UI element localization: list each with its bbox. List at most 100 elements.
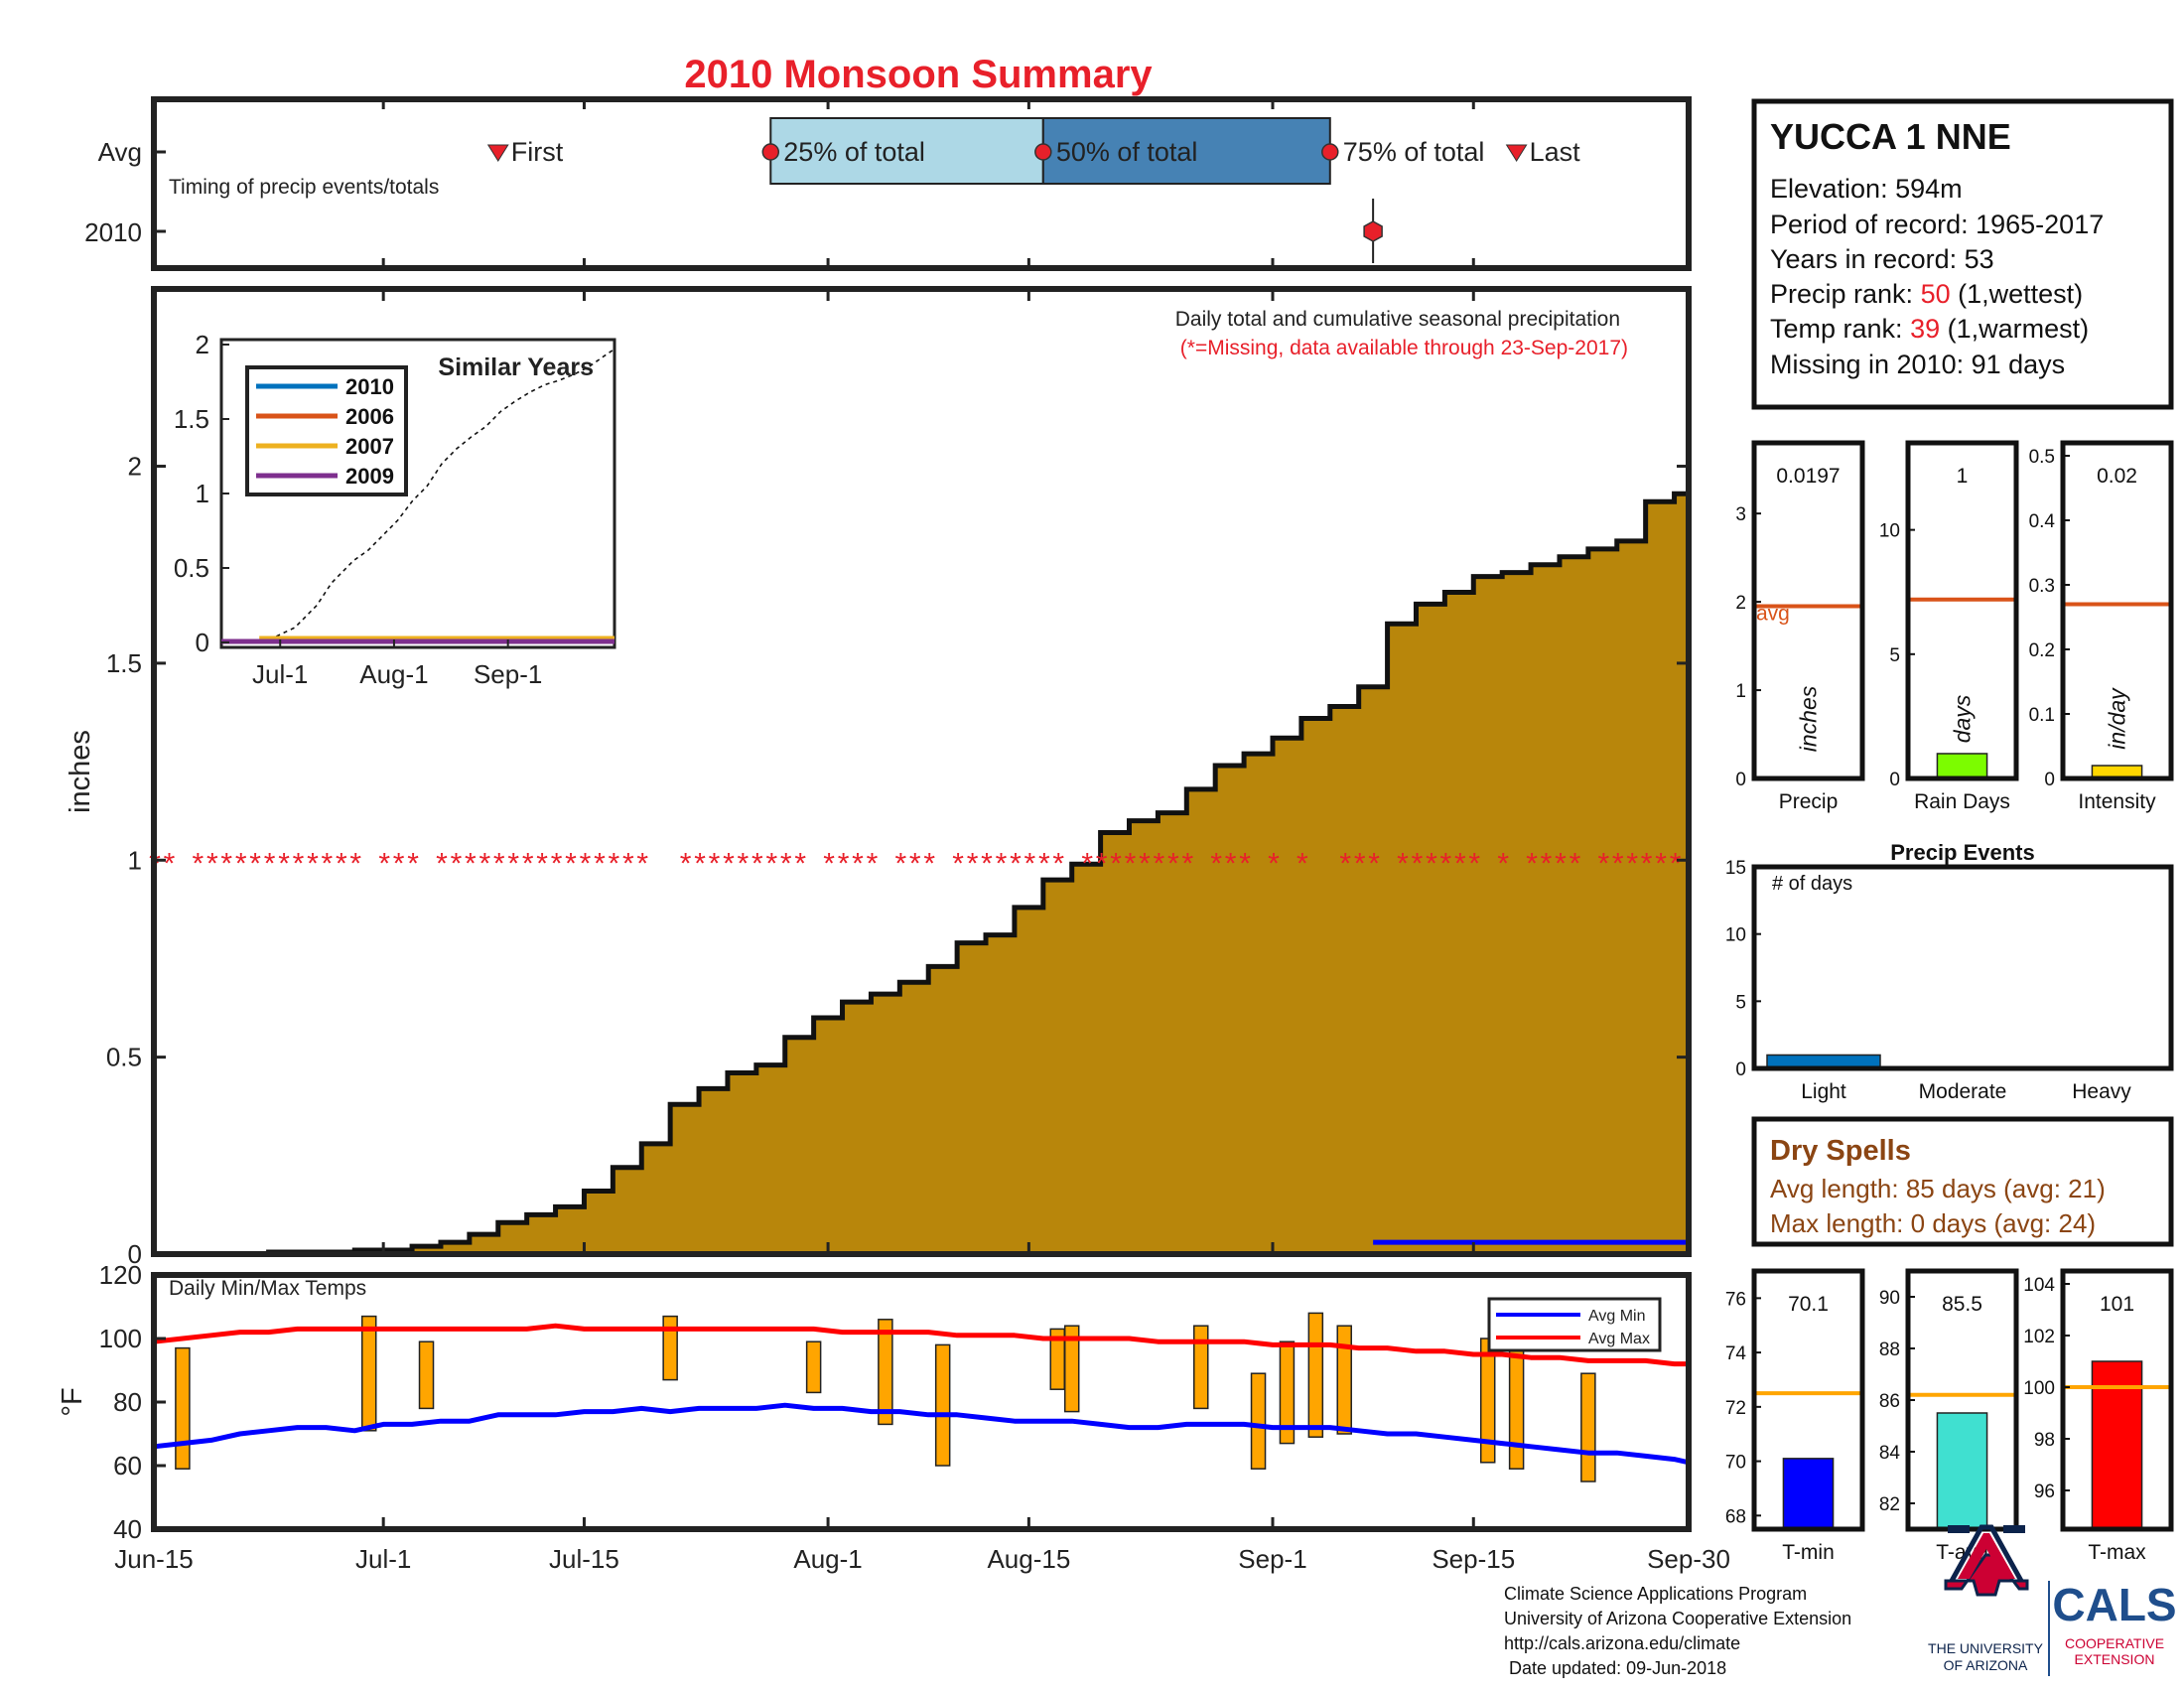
timing-first-label: First [511, 137, 564, 167]
panel-tmin-bar [1782, 1458, 1835, 1530]
panel-intensity-value: 0.02 [2097, 465, 2137, 488]
missing-marker: * [680, 847, 692, 880]
missing-note: (*=Missing, data available through 23-Se… [1180, 337, 1628, 359]
main-caption: Daily total and cumulative seasonal prec… [1175, 308, 1620, 331]
panel-tmin-value: 70.1 [1788, 1293, 1829, 1316]
missing-marker: * [1339, 847, 1351, 880]
temps-bg [154, 1275, 1689, 1529]
missing-marker: * [206, 847, 218, 880]
panel-tmax-value: 101 [2100, 1293, 2134, 1316]
inset-xtick-label: Sep-1 [474, 659, 542, 689]
missing-marker: * [278, 847, 290, 880]
missing-marker: * [249, 847, 261, 880]
panel-ytick-label: 96 [2034, 1481, 2055, 1502]
temps-ytick-label: 60 [113, 1451, 142, 1481]
missing-marker: * [923, 847, 935, 880]
panel-bg [1754, 443, 1862, 778]
panel-raindays-label: Rain Days [1914, 790, 2010, 813]
events-ytick-label: 5 [1735, 992, 1746, 1013]
station-period: Period of record: 1965-2017 [1770, 210, 2104, 239]
dry-spells-frame [1751, 1116, 2174, 1247]
missing-marker: * [193, 847, 205, 880]
panel-ytick-label: 104 [2023, 1275, 2055, 1296]
cals-text-1: COOPERATIVE [2065, 1635, 2164, 1651]
uofa-text-1: THE UNIVERSITY [1928, 1640, 2044, 1656]
missing-marker: * [852, 847, 864, 880]
main-ytick-label: 0.5 [106, 1043, 142, 1072]
inset-legend-label: 2010 [345, 374, 394, 399]
avg-min-line [153, 1402, 1690, 1466]
x-tick-label: Aug-15 [987, 1544, 1070, 1574]
events-bg [1754, 867, 2171, 1068]
missing-marker: * [1225, 847, 1237, 880]
x-tick-label: Jun-15 [114, 1544, 194, 1574]
missing-marker: * [580, 847, 592, 880]
missing-marker: * [336, 847, 347, 880]
missing-marker: * [1096, 847, 1108, 880]
panel-ytick-label: 3 [1735, 504, 1746, 525]
missing-marker: * [622, 847, 634, 880]
timing-q75-label: 75% of total [1343, 137, 1485, 167]
panel-ytick-label: 2 [1735, 593, 1746, 614]
panel-ytick-label: 10 [1879, 521, 1900, 542]
missing-marker: * [1612, 847, 1624, 880]
missing-marker: * [1368, 847, 1380, 880]
inset-xtick-label: Jul-1 [252, 659, 308, 689]
panel-ytick-label: 0.2 [2029, 640, 2055, 661]
missing-marker: * [1555, 847, 1567, 880]
timing-row-avg: Avg [98, 137, 142, 167]
2010-timing-marker [1363, 220, 1383, 242]
footer-line-4: Date updated: 09-Jun-2018 [1504, 1658, 1726, 1678]
daily-temp-range-bar [418, 1340, 435, 1410]
panel-raindays-unit: days [1950, 694, 1976, 743]
daily-temp-range-bar [1580, 1372, 1596, 1482]
legend-avg-min: Avg Min [1588, 1308, 1646, 1325]
missing-marker: * [823, 847, 835, 880]
temps-legend [1487, 1297, 1662, 1352]
daily-temp-range-bar [1307, 1312, 1324, 1438]
x-tick-label: Sep-30 [1647, 1544, 1730, 1574]
missing-marker: * [794, 847, 806, 880]
missing-marker: * [1526, 847, 1538, 880]
missing-marker: * [1125, 847, 1137, 880]
missing-marker: * [1541, 847, 1553, 880]
uofa-a-glyph [1958, 1533, 2015, 1579]
panel-bg [1908, 443, 2016, 778]
events-category-label: Light [1801, 1080, 1846, 1103]
missing-marker: * [536, 847, 548, 880]
university-of-arizona-logo: THE UNIVERSITY OF ARIZONA CALS COOPERATI… [1928, 1524, 2177, 1676]
missing-marker: * [393, 847, 405, 880]
footer-line-2: University of Arizona Cooperative Extens… [1504, 1609, 1851, 1628]
inset-legend-label: 2009 [345, 464, 394, 489]
timing-q25-marker [761, 143, 780, 161]
daily-temp-range-bar [360, 1315, 377, 1432]
panel-ytick-label: 0 [1889, 770, 1900, 790]
x-tick-label: Jul-1 [355, 1544, 411, 1574]
missing-marker: * [1412, 847, 1424, 880]
missing-marker: * [349, 847, 361, 880]
daily-temp-range-bar [1336, 1325, 1352, 1435]
station-precip-rank: Precip rank: 50 (1,wettest) [1770, 279, 2083, 309]
missing-marker: * [1655, 847, 1667, 880]
inset-average-line [220, 348, 615, 643]
footer-line-3: http://cals.arizona.edu/climate [1504, 1633, 1740, 1653]
avg-max-line [153, 1323, 1689, 1367]
panel-ytick-label: 0.1 [2029, 705, 2055, 726]
missing-marker: * [307, 847, 319, 880]
missing-marker: * [838, 847, 850, 880]
cals-text-2: EXTENSION [2075, 1651, 2155, 1667]
panel-tmin: 70.1 68 70 72 74 76 T-min [1725, 1268, 1865, 1564]
daily-temp-range-bar [175, 1346, 191, 1470]
panel-precip-avg-label: avg [1756, 603, 1790, 626]
missing-marker: * [1167, 847, 1179, 880]
dry-spells-title: Dry Spells [1770, 1135, 1911, 1167]
missing-marker: * [1440, 847, 1452, 880]
missing-marker: * [1268, 847, 1280, 880]
missing-marker: * [1154, 847, 1165, 880]
timing-q75-marker [1321, 143, 1339, 161]
missing-marker: * [723, 847, 735, 880]
x-tick-label: Sep-15 [1432, 1544, 1515, 1574]
